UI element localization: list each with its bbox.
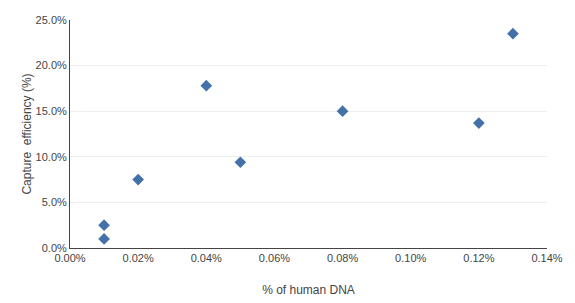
svg-text:0.12%: 0.12% <box>463 252 494 264</box>
svg-text:15.0%: 15.0% <box>36 105 67 117</box>
svg-text:10.0%: 10.0% <box>36 151 67 163</box>
svg-text:5.0%: 5.0% <box>42 196 67 208</box>
svg-text:0.00%: 0.00% <box>54 252 85 264</box>
svg-text:25.0%: 25.0% <box>36 14 67 26</box>
svg-text:0.08%: 0.08% <box>327 252 358 264</box>
svg-text:0.04%: 0.04% <box>191 252 222 264</box>
svg-text:0.10%: 0.10% <box>395 252 426 264</box>
svg-text:0.02%: 0.02% <box>123 252 154 264</box>
svg-text:0.06%: 0.06% <box>259 252 290 264</box>
svg-text:Capture efficiency (%): Capture efficiency (%) <box>20 73 34 194</box>
svg-text:20.0%: 20.0% <box>36 59 67 71</box>
svg-text:0.0%: 0.0% <box>42 242 67 254</box>
svg-text:% of human DNA: % of human DNA <box>262 283 355 297</box>
svg-text:0.14%: 0.14% <box>531 252 562 264</box>
